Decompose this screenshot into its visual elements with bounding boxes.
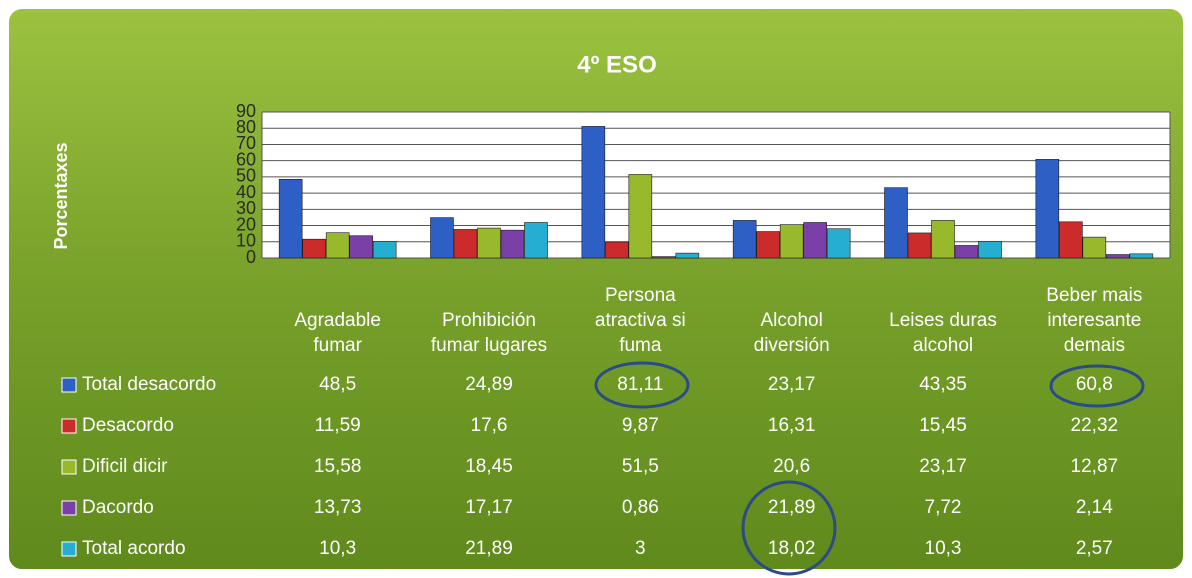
bar <box>675 252 700 259</box>
table-value: 16,31 <box>768 415 816 436</box>
y-tick-label: 0 <box>246 247 256 267</box>
legend-label: Desacordo <box>82 415 174 436</box>
category-label: Prohibición fumar lugares <box>430 310 548 356</box>
bar <box>628 174 653 259</box>
y-tick-label: 60 <box>236 149 256 169</box>
bar <box>302 238 326 259</box>
y-tick-label: 50 <box>236 166 256 186</box>
bar <box>931 220 955 259</box>
table-value: 48,5 <box>319 374 356 395</box>
highlight-circle <box>741 480 837 576</box>
bar <box>1082 236 1107 259</box>
bar <box>978 240 1002 259</box>
y-tick-label: 40 <box>236 182 256 202</box>
table-value: 10,3 <box>925 538 962 559</box>
category-label: Leises duras alcohol <box>889 310 997 356</box>
table-value: 2,14 <box>1076 497 1113 518</box>
table-value: 21,89 <box>768 497 816 518</box>
bar <box>826 228 851 259</box>
table-value: 21,89 <box>465 538 513 559</box>
y-tick-label: 70 <box>236 133 256 153</box>
table-value: 20,6 <box>773 456 810 477</box>
bar <box>732 220 757 259</box>
table-value: 23,17 <box>919 456 967 477</box>
table-value: 7,72 <box>925 497 962 518</box>
bar <box>453 229 478 259</box>
bar <box>803 222 827 259</box>
table-value: 11,59 <box>315 415 361 436</box>
bar <box>1129 253 1154 259</box>
annotations <box>594 361 1145 576</box>
bar <box>524 222 548 259</box>
bar <box>756 231 780 259</box>
bar <box>1106 254 1130 259</box>
y-tick-label: 90 <box>236 101 256 121</box>
bar <box>1035 159 1060 259</box>
table-value: 2,57 <box>1076 538 1113 559</box>
highlight-circle <box>594 361 690 409</box>
bar <box>349 235 373 259</box>
bar <box>325 232 350 259</box>
table-value: 13,73 <box>314 497 362 518</box>
y-tick-label: 10 <box>236 231 256 251</box>
chart-title: 4º ESO <box>577 51 656 78</box>
legend-marker <box>61 377 77 393</box>
legend-label: Total acordo <box>82 538 186 559</box>
y-tick-label: 30 <box>236 198 256 218</box>
table-value: 81,11 <box>617 374 663 395</box>
bar <box>884 187 908 259</box>
legend-label: Dacordo <box>82 497 154 518</box>
table-value: 10,3 <box>319 538 356 559</box>
category-label: Agradable fumar <box>294 310 381 356</box>
table-value: 24,89 <box>465 374 513 395</box>
table-value: 17,6 <box>471 415 508 436</box>
legend-marker <box>61 459 77 475</box>
bar <box>477 227 501 259</box>
table-value: 12,87 <box>1071 456 1119 477</box>
bar <box>605 241 629 259</box>
table-value: 18,45 <box>465 456 513 477</box>
bar <box>907 232 932 259</box>
plot-area <box>262 112 1170 258</box>
category-label: Alcohol diversión <box>753 310 830 356</box>
y-tick-label: 20 <box>236 214 256 234</box>
table-value: 0,86 <box>622 497 659 518</box>
table-value: 43,35 <box>919 374 967 395</box>
table-value: 9,87 <box>622 415 659 436</box>
bar <box>1059 221 1083 259</box>
legend-label: Dificil dicir <box>82 456 168 477</box>
table-value: 23,17 <box>768 374 816 395</box>
bar <box>500 229 525 259</box>
bar <box>430 217 454 259</box>
bar <box>372 240 397 259</box>
legend-marker <box>61 500 77 516</box>
highlight-circle <box>1049 364 1145 408</box>
table-value: 3 <box>635 538 646 559</box>
bar <box>652 256 676 259</box>
bar <box>954 245 979 259</box>
bar <box>581 126 606 259</box>
y-axis-label: Porcentaxes <box>51 142 71 249</box>
category-label: Persona atractiva si fuma <box>594 285 686 356</box>
legend-marker <box>61 541 77 557</box>
bar <box>779 224 804 259</box>
table-value: 60,8 <box>1076 374 1113 395</box>
table-value: 22,32 <box>1071 415 1119 436</box>
legend-label: Total desacordo <box>82 374 216 395</box>
table-value: 17,17 <box>465 497 513 518</box>
table-value: 18,02 <box>768 538 816 559</box>
category-label: Beber mais interesante demais <box>1046 285 1143 356</box>
bar <box>278 179 303 259</box>
table-value: 51,5 <box>622 456 659 477</box>
y-tick-label: 80 <box>236 117 256 137</box>
legend-marker <box>61 418 77 434</box>
table-value: 15,45 <box>919 415 967 436</box>
table-value: 15,58 <box>314 456 362 477</box>
